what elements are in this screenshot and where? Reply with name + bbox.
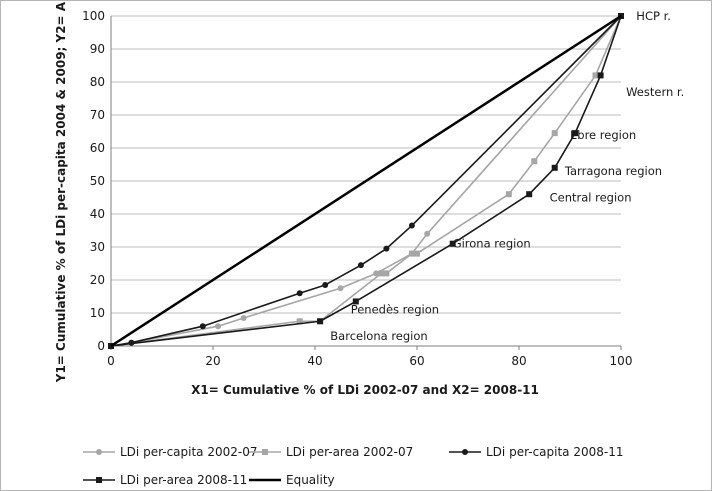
- data-point: [383, 270, 390, 277]
- annotation-label: Penedès region: [351, 303, 439, 317]
- legend-item-ldi-per-capita-2002-07: LDi per-capita 2002-07: [83, 445, 257, 459]
- legend-swatch-marker: [262, 449, 268, 455]
- annotation-label: Barcelona region: [330, 329, 427, 343]
- x-tick-label: 60: [409, 354, 424, 368]
- legend-label: LDi per-area 2002-07: [286, 445, 413, 459]
- legend-label: Equality: [286, 473, 335, 487]
- data-point: [199, 323, 206, 330]
- y-tick-labels: 0 10 20 30 40 50 60 70 80 90 100: [82, 9, 105, 353]
- x-tick-label: 100: [610, 354, 633, 368]
- annotation-label: Tarragona region: [564, 164, 662, 178]
- data-point: [408, 222, 415, 229]
- data-point: [551, 130, 558, 137]
- data-point: [383, 245, 390, 252]
- data-point: [352, 298, 359, 305]
- legend-label: LDi per-capita 2008-11: [486, 445, 623, 459]
- y-tick-label: 80: [90, 75, 105, 89]
- legend-swatch-marker: [96, 449, 102, 455]
- x-tick-label: 20: [205, 354, 220, 368]
- annotation-label: Central region: [550, 191, 632, 205]
- y-tick-label: 0: [97, 339, 105, 353]
- x-tick-label: 0: [107, 354, 115, 368]
- y-tick-label: 60: [90, 141, 105, 155]
- y-axis-title: Y1= Cumulative % of LDi per-capita 2004 …: [54, 1, 68, 383]
- y-tick-label: 100: [82, 9, 105, 23]
- y-tick-label: 50: [90, 174, 105, 188]
- data-point: [378, 270, 385, 277]
- annotation-label: HCP r.: [636, 9, 671, 23]
- data-point: [597, 72, 604, 79]
- y-tick-label: 20: [90, 273, 105, 287]
- data-point: [296, 318, 303, 325]
- data-point: [357, 262, 364, 269]
- data-point: [618, 13, 624, 19]
- series-equality: [110, 14, 622, 348]
- y-tick-label: 30: [90, 240, 105, 254]
- data-point: [551, 164, 558, 171]
- series-layer: [108, 13, 624, 349]
- y-tick-label: 90: [90, 42, 105, 56]
- legend-item-ldi-per-area-2002-07: LDi per-area 2002-07: [249, 445, 413, 459]
- data-point: [572, 130, 579, 137]
- x-axis-title: X1= Cumulative % of LDi 2002-07 and X2= …: [191, 383, 539, 397]
- data-point: [505, 191, 512, 198]
- legend-item-ldi-per-capita-2008-11: LDi per-capita 2008-11: [449, 445, 623, 459]
- legend-item-equality: Equality: [249, 473, 335, 487]
- x-tick-labels: 0 20 40 60 80 100: [107, 354, 632, 368]
- x-tick-label: 40: [307, 354, 322, 368]
- data-point: [317, 318, 324, 325]
- data-point: [424, 230, 431, 237]
- x-tick-label: 80: [511, 354, 526, 368]
- data-point: [414, 250, 420, 257]
- gridlines: [111, 15, 621, 314]
- data-point: [337, 285, 344, 292]
- data-point: [408, 250, 415, 257]
- legend: LDi per-capita 2002-07 LDi per-area 2002-…: [83, 445, 623, 487]
- y-tick-label: 70: [90, 108, 105, 122]
- annotation-layer: HCP r. Western r. Ebre region Tarragona reg…: [330, 9, 684, 343]
- data-point: [373, 270, 380, 277]
- data-point: [592, 72, 599, 79]
- annotation-label: Western r.: [626, 85, 684, 99]
- annotation-label: Ebre region: [570, 128, 636, 142]
- y-tick-label: 40: [90, 207, 105, 221]
- legend-label: LDi per-capita 2002-07: [120, 445, 257, 459]
- data-point: [240, 314, 247, 321]
- data-point: [215, 323, 222, 330]
- data-point: [322, 281, 329, 288]
- y-tick-label: 10: [90, 306, 105, 320]
- data-point: [296, 290, 303, 297]
- data-point: [526, 191, 533, 198]
- data-point: [449, 240, 456, 247]
- legend-label: LDi per-area 2008-11: [120, 473, 247, 487]
- legend-swatch-marker: [96, 477, 102, 483]
- annotation-label: Girona region: [453, 237, 531, 251]
- legend-swatch-marker: [462, 449, 468, 455]
- legend-item-ldi-per-area-2008-11: LDi per-area 2008-11: [83, 473, 247, 487]
- data-point: [531, 158, 538, 165]
- series-line-equality: [110, 14, 622, 348]
